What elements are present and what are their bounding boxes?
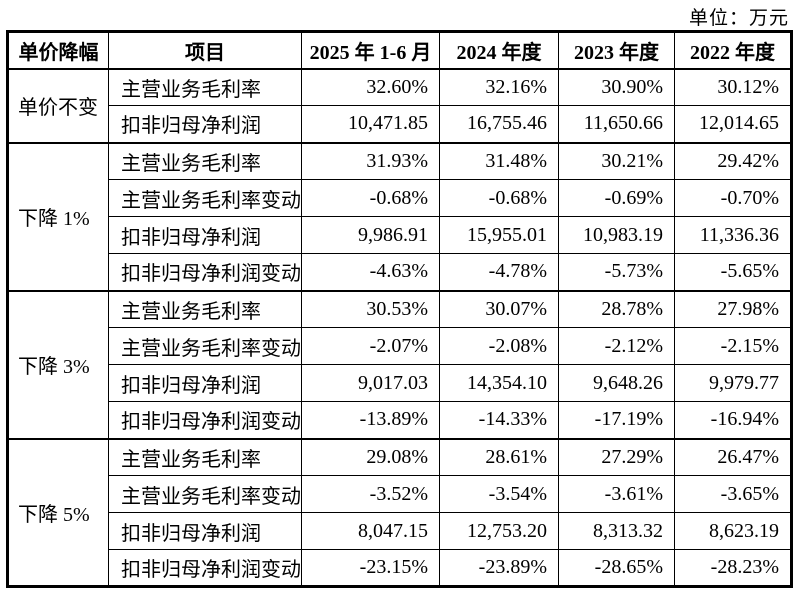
value-cell: 9,986.91 (301, 216, 440, 254)
value-cell: 8,623.19 (674, 512, 792, 550)
value-cell: 30.21% (558, 141, 675, 180)
value-cell: 31.93% (301, 141, 440, 180)
sensitivity-table: 单价降幅 项目 2025 年 1-6 月 2024 年度 2023 年度 202… (6, 30, 793, 588)
table-row: 扣非归母净利润变动 -4.63% -4.78% -5.73% -5.65% (8, 253, 792, 291)
value-cell: -14.33% (439, 401, 559, 439)
group-label-cell: 下降 3% (7, 289, 109, 439)
item-cell: 主营业务毛利率变动 (108, 179, 302, 217)
value-cell: 8,313.32 (558, 512, 675, 550)
value-cell: -2.07% (301, 327, 440, 365)
value-cell: -4.63% (301, 253, 440, 291)
value-cell: 11,336.36 (674, 216, 792, 254)
table-row: 扣非归母净利润变动 -13.89% -14.33% -17.19% -16.94… (8, 401, 792, 439)
item-cell: 扣非归母净利润 (108, 364, 302, 402)
value-cell: 16,755.46 (439, 105, 559, 143)
value-cell: 29.42% (674, 141, 792, 180)
value-cell: -0.69% (558, 179, 675, 217)
header-cell-price-decrease: 单价降幅 (7, 31, 109, 69)
table-row: 下降 1% 主营业务毛利率 31.93% 31.48% 30.21% 29.42… (7, 141, 792, 291)
value-cell: -0.70% (674, 179, 792, 217)
value-cell: 8,047.15 (301, 512, 440, 550)
value-cell: 9,979.77 (674, 364, 792, 402)
table-row: 扣非归母净利润 9,986.91 15,955.01 10,983.19 11,… (8, 216, 792, 254)
table-row: 主营业务毛利率变动 -2.07% -2.08% -2.12% -2.15% (8, 327, 792, 365)
value-cell: -3.54% (439, 475, 559, 513)
value-cell: -23.15% (301, 549, 440, 587)
value-cell: -3.61% (558, 475, 675, 513)
item-cell: 主营业务毛利率 (108, 141, 302, 180)
item-cell: 主营业务毛利率变动 (108, 327, 302, 365)
value-cell: -2.15% (674, 327, 792, 365)
item-cell: 主营业务毛利率 (108, 437, 302, 476)
value-cell: 32.60% (301, 67, 440, 106)
value-cell: 30.90% (558, 67, 675, 106)
value-cell: -13.89% (301, 401, 440, 439)
unit-label: 单位：万元 (688, 8, 789, 29)
value-cell: 27.29% (558, 437, 675, 476)
item-cell: 主营业务毛利率 (108, 67, 302, 106)
value-cell: -23.89% (439, 549, 559, 587)
table-row: 扣非归母净利润 9,017.03 14,354.10 9,648.26 9,97… (8, 364, 792, 402)
table-row: 扣非归母净利润变动 -23.15% -23.89% -28.65% -28.23… (8, 549, 792, 587)
value-cell: -2.08% (439, 327, 559, 365)
table-row: 主营业务毛利率变动 -3.52% -3.54% -3.61% -3.65% (8, 475, 792, 513)
value-cell: 12,753.20 (439, 512, 559, 550)
table-row: 下降 3% 主营业务毛利率 30.53% 30.07% 28.78% 27.98… (7, 289, 792, 439)
value-cell: 30.53% (301, 289, 440, 328)
header-row: 单价降幅 项目 2025 年 1-6 月 2024 年度 2023 年度 202… (7, 31, 792, 69)
table-row: 下降 5% 主营业务毛利率 29.08% 28.61% 27.29% 26.47… (7, 437, 792, 587)
value-cell: 27.98% (674, 289, 792, 328)
item-cell: 主营业务毛利率 (108, 289, 302, 328)
item-cell: 扣非归母净利润变动 (108, 549, 302, 587)
item-cell: 扣非归母净利润 (108, 105, 302, 143)
table-row: 扣非归母净利润 10,471.85 16,755.46 11,650.66 12… (8, 105, 792, 143)
header-cell-2022: 2022 年度 (674, 31, 792, 69)
table-row: 扣非归母净利润 8,047.15 12,753.20 8,313.32 8,62… (8, 512, 792, 550)
value-cell: 12,014.65 (674, 105, 792, 143)
value-cell: -0.68% (301, 179, 440, 217)
group-label-cell: 下降 1% (7, 141, 109, 291)
value-cell: 28.61% (439, 437, 559, 476)
item-cell: 扣非归母净利润变动 (108, 401, 302, 439)
value-cell: 30.07% (439, 289, 559, 328)
value-cell: 9,648.26 (558, 364, 675, 402)
value-cell: 29.08% (301, 437, 440, 476)
value-cell: 9,017.03 (301, 364, 440, 402)
value-cell: -5.65% (674, 253, 792, 291)
item-cell: 扣非归母净利润变动 (108, 253, 302, 291)
group-label-cell: 下降 5% (7, 437, 109, 587)
value-cell: 26.47% (674, 437, 792, 476)
value-cell: 31.48% (439, 141, 559, 180)
header-cell-item: 项目 (108, 31, 302, 69)
value-cell: -0.68% (439, 179, 559, 217)
value-cell: -17.19% (558, 401, 675, 439)
value-cell: -28.23% (674, 549, 792, 587)
value-cell: 10,471.85 (301, 105, 440, 143)
header-cell-2024: 2024 年度 (439, 31, 559, 69)
value-cell: -2.12% (558, 327, 675, 365)
group-label-cell: 单价不变 (7, 67, 109, 143)
value-cell: 15,955.01 (439, 216, 559, 254)
table-row: 单价不变 主营业务毛利率 32.60% 32.16% 30.90% 30.12% (7, 67, 792, 143)
value-cell: -28.65% (558, 549, 675, 587)
value-cell: -3.65% (674, 475, 792, 513)
item-cell: 扣非归母净利润 (108, 216, 302, 254)
value-cell: 30.12% (674, 67, 792, 106)
value-cell: 14,354.10 (439, 364, 559, 402)
value-cell: 10,983.19 (558, 216, 675, 254)
value-cell: -5.73% (558, 253, 675, 291)
value-cell: 28.78% (558, 289, 675, 328)
value-cell: 32.16% (439, 67, 559, 106)
table-row: 主营业务毛利率变动 -0.68% -0.68% -0.69% -0.70% (8, 179, 792, 217)
item-cell: 扣非归母净利润 (108, 512, 302, 550)
item-cell: 主营业务毛利率变动 (108, 475, 302, 513)
value-cell: -4.78% (439, 253, 559, 291)
header-cell-2025h1: 2025 年 1-6 月 (301, 31, 440, 69)
value-cell: -3.52% (301, 475, 440, 513)
value-cell: 11,650.66 (558, 105, 675, 143)
value-cell: -16.94% (674, 401, 792, 439)
header-cell-2023: 2023 年度 (558, 31, 675, 69)
